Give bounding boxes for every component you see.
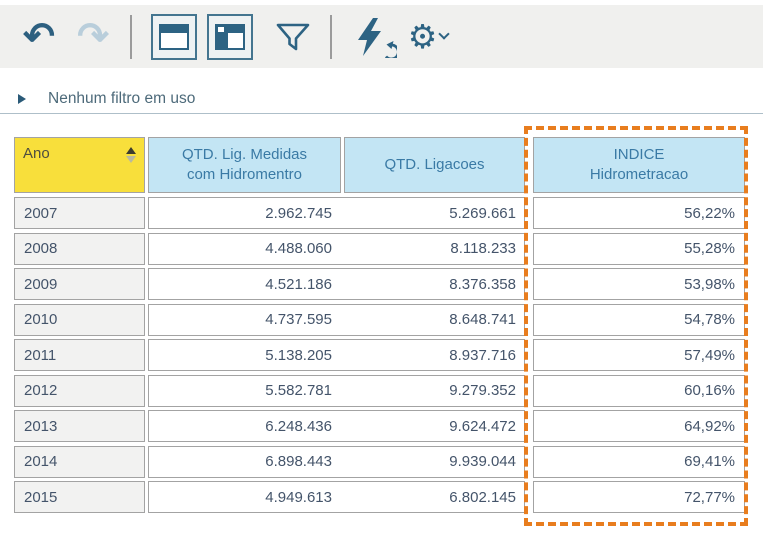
data-table: Ano QTD. Lig. Medidas com Hidromentro QT… [14,137,745,513]
cell-ligacoes[interactable]: 8.648.741 [449,311,516,328]
cell-ligacoes[interactable]: 9.624.472 [449,417,516,435]
cell-group-quantities[interactable]: 2.962.745 5.269.661 [148,197,525,229]
undo-button[interactable]: ↶ [16,18,62,56]
cell-ano[interactable]: 2015 [14,481,145,513]
column-header-label: com Hidromentro [186,166,303,183]
column-header-ano[interactable]: Ano [14,137,145,193]
table-row: 2014 6.898.443 9.939.044 69,41% [14,445,745,478]
column-header-label: QTD. Lig. Medidas [181,145,308,163]
cell-ligacoes[interactable]: 6.802.145 [449,488,516,506]
cell-ano[interactable]: 2013 [14,410,145,442]
column-header-label: Hidrometracao [589,166,689,183]
cell-ano[interactable]: 2014 [14,445,145,478]
cell-medidas[interactable]: 2.962.745 [265,204,332,222]
chevron-down-icon [438,27,450,40]
settings-button[interactable]: ⚙ [400,14,456,60]
cell-indice[interactable]: 57,49% [533,339,745,371]
cell-indice[interactable]: 64,92% [533,410,745,442]
cell-group-quantities[interactable]: 5.138.205 8.937.716 [148,339,525,371]
table-body: 2007 2.962.745 5.269.661 56,22% 2008 4.488.06… [14,197,745,513]
sort-descending-icon [126,156,136,163]
column-header-medidas[interactable]: QTD. Lig. Medidas com Hidromentro [148,137,341,193]
cell-group-quantities[interactable]: 4.488.060 8.118.233 [148,232,525,265]
cell-medidas[interactable]: 4.521.186 [265,275,332,293]
cell-ano[interactable]: 2007 [14,197,145,229]
sort-ascending-icon [126,147,136,154]
layout-sidebar-button[interactable] [207,13,253,60]
toolbar: ↶ ↷ ⚙ [0,5,763,68]
cell-ano[interactable]: 2011 [14,339,145,371]
toolbar-separator [130,14,132,59]
filter-funnel-icon [276,23,310,50]
window-sidebar-icon [215,23,245,50]
window-titlebar-icon [159,23,189,50]
cell-indice[interactable]: 69,41% [533,445,745,478]
table-row: 2013 6.248.436 9.624.472 64,92% [14,410,745,442]
cell-ligacoes[interactable]: 5.269.661 [449,204,516,222]
cell-medidas[interactable]: 6.898.443 [265,453,332,470]
cell-group-quantities[interactable]: 6.898.443 9.939.044 [148,445,525,478]
cell-ano[interactable]: 2010 [14,303,145,336]
cell-medidas[interactable]: 5.582.781 [265,382,332,399]
cell-ano[interactable]: 2008 [14,232,145,265]
cell-indice[interactable]: 54,78% [533,303,745,336]
cell-group-quantities[interactable]: 5.582.781 9.279.352 [148,374,525,407]
cell-medidas[interactable]: 4.737.595 [265,311,332,328]
table-row: 2011 5.138.205 8.937.716 57,49% [14,339,745,371]
sort-icon[interactable] [126,147,136,163]
undo-icon: ↶ [23,15,55,58]
column-header-label: QTD. Ligacoes [384,155,485,173]
expander-triangle-icon[interactable] [18,94,26,104]
cell-ligacoes[interactable]: 9.279.352 [449,382,516,399]
cell-indice[interactable]: 55,28% [533,232,745,265]
cell-indice[interactable]: 53,98% [533,268,745,300]
lightning-refresh-icon [358,17,397,58]
column-header-ligacoes[interactable]: QTD. Ligacoes [344,137,525,193]
toolbar-separator [330,14,332,59]
table-row: 2009 4.521.186 8.376.358 53,98% [14,268,745,300]
cell-medidas[interactable]: 6.248.436 [265,417,332,435]
cell-ligacoes[interactable]: 8.376.358 [449,275,516,293]
layout-titlebar-button[interactable] [151,13,197,60]
refresh-data-button[interactable] [346,14,400,60]
filter-bar[interactable]: Nenhum filtro em uso [0,86,763,112]
cell-indice[interactable]: 72,77% [533,481,745,513]
table-row: 2008 4.488.060 8.118.233 55,28% [14,232,745,265]
cell-indice[interactable]: 56,22% [533,197,745,229]
cell-ligacoes[interactable]: 8.118.233 [450,240,516,257]
table-row: 2012 5.582.781 9.279.352 60,16% [14,374,745,407]
cell-medidas[interactable]: 4.949.613 [265,488,332,506]
redo-button[interactable]: ↷ [70,18,116,56]
table-row: 2010 4.737.595 8.648.741 54,78% [14,303,745,336]
cell-group-quantities[interactable]: 4.949.613 6.802.145 [148,481,525,513]
cell-ano[interactable]: 2009 [14,268,145,300]
cell-group-quantities[interactable]: 4.521.186 8.376.358 [148,268,525,300]
column-header-label: INDICE [613,145,665,163]
cell-ligacoes[interactable]: 9.939.044 [449,453,516,470]
filter-button[interactable] [270,14,316,60]
table-row: 2007 2.962.745 5.269.661 56,22% [14,197,745,229]
divider-line [0,113,763,114]
cell-ligacoes[interactable]: 8.937.716 [449,346,516,364]
column-header-label: Ano [23,145,50,162]
cell-medidas[interactable]: 4.488.060 [265,240,332,257]
gear-icon: ⚙ [407,17,438,55]
table-header-row: Ano QTD. Lig. Medidas com Hidromentro QT… [14,137,745,193]
cell-group-quantities[interactable]: 6.248.436 9.624.472 [148,410,525,442]
table-row: 2015 4.949.613 6.802.145 72,77% [14,481,745,513]
filter-status-label: Nenhum filtro em uso [48,90,196,107]
cell-indice[interactable]: 60,16% [533,374,745,407]
redo-icon: ↷ [77,15,109,58]
cell-ano[interactable]: 2012 [14,374,145,407]
cell-medidas[interactable]: 5.138.205 [265,346,332,364]
cell-group-quantities[interactable]: 4.737.595 8.648.741 [148,303,525,336]
column-header-indice[interactable]: INDICE Hidrometracao [533,137,745,193]
